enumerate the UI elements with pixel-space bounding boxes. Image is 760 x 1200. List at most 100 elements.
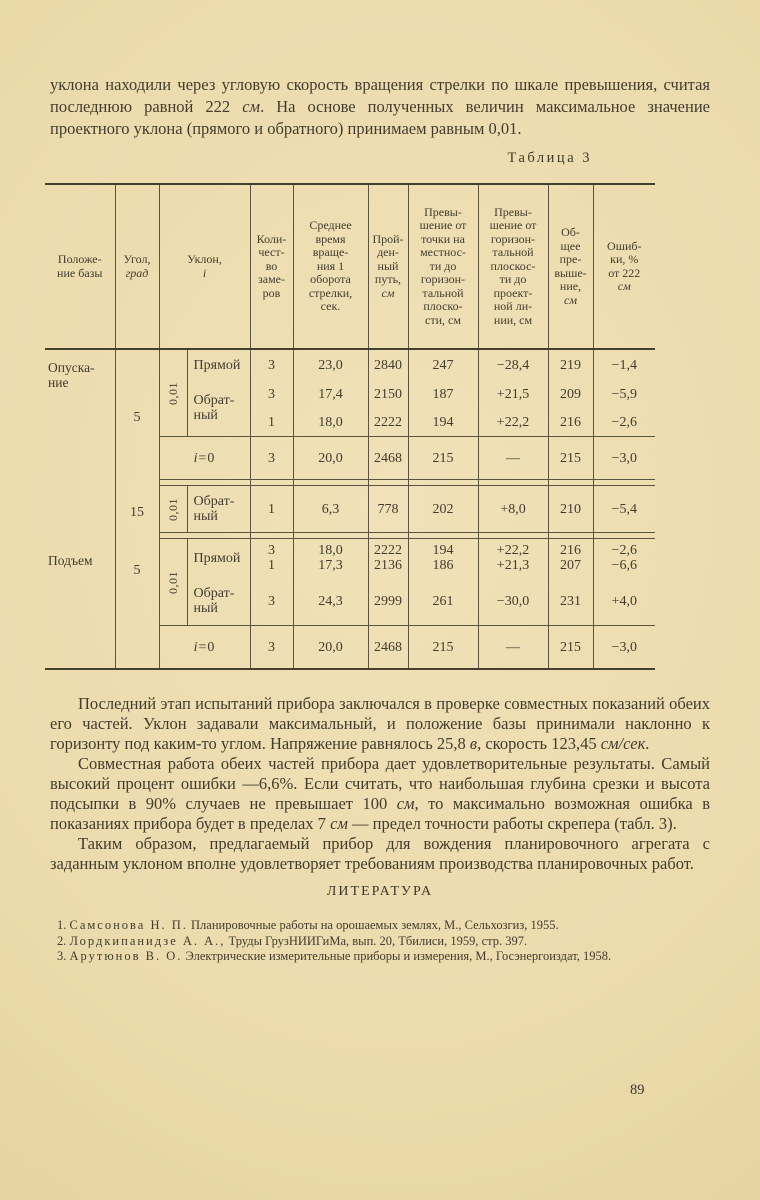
cell-rise-local: 187: [407, 380, 478, 408]
header-unit: см: [564, 292, 577, 307]
reference-author: Арутюнов В. О.: [69, 949, 183, 963]
table-row-raising-reverse: Обрат- ный 3 24,3 2999 261 −30,0 231 +4,…: [45, 577, 655, 626]
col-header-angle: Угол, град: [114, 184, 159, 350]
separator-cell: [592, 532, 655, 539]
cell-incline-rotated: 0,01: [158, 538, 187, 626]
cell-rise-proj: —: [477, 436, 548, 480]
reference-number: 3.: [57, 949, 67, 963]
table-row-raising-izero: i=0 3 20,0 2468 215 — 215 −3,0: [45, 625, 655, 669]
paragraph-joint-work: Совместная работа обеих частей прибора д…: [50, 754, 710, 834]
izero-i: i: [193, 639, 199, 655]
page-number: 89: [630, 1082, 645, 1098]
separator-cell: [547, 479, 593, 486]
cell-count: 3: [249, 577, 293, 626]
cell-direction: Обрат- ный: [186, 577, 250, 626]
unit-cm-sec: см/сек: [600, 734, 646, 753]
cell-count: 3: [249, 349, 293, 380]
paragraph-text: Совместная работа обеих частей прибора д…: [50, 754, 710, 813]
cell-time: 23,0: [292, 349, 368, 380]
header-label: Об- щее пре- выше- ние,: [554, 225, 587, 293]
separator-cell: [158, 532, 250, 539]
cell-total: 219: [547, 349, 593, 380]
separator-cell: [407, 479, 478, 486]
reference-number: 1.: [57, 918, 67, 932]
separator-cell: [292, 532, 368, 539]
table-row-angle15-reverse: 15 0,01 Обрат- ный 1 6,3 778 202 +8,0 21…: [45, 485, 655, 539]
intro-unit-cm: см: [242, 97, 261, 116]
reference-text: Электрические измерительные приборы и из…: [185, 949, 612, 963]
header-label: Превы- шение от горизон- тальной плоскос…: [489, 204, 537, 327]
unit-volt: в: [469, 734, 478, 753]
col-header-avg-rotation-time: Среднее время враще- ния 1 оборота стрел…: [292, 184, 368, 350]
group-separator: [45, 532, 655, 539]
cell-incline-zero: i=0: [158, 625, 250, 669]
cell-incline-rotated: 0,01: [158, 349, 187, 437]
cell-count: 3: [249, 625, 293, 669]
cell-path: 2468: [367, 625, 408, 669]
table-row-lowering-reverse-1: Обрат- ный 3 17,4 2150 187 +21,5 209 −5,…: [45, 380, 655, 437]
col-header-rise-to-project: Превы- шение от горизон- тальной плоскос…: [477, 184, 548, 350]
header-label: Прой- ден- ный путь,: [372, 231, 404, 287]
paragraph-text: , скорость 123,45: [477, 734, 601, 753]
cell-direction: Обрат- ный: [186, 380, 250, 437]
cell-incline-rotated: 0,01: [158, 485, 187, 533]
header-unit: i: [202, 265, 207, 280]
col-header-base-position: Положе- ние базы: [45, 184, 115, 350]
col-header-error: Ошиб- ки, % от 222 см: [592, 184, 655, 350]
cell-rise-proj: +22,2: [477, 408, 548, 437]
izero-eq: =0: [198, 639, 216, 655]
separator-cell: [292, 479, 368, 486]
cell-rise-proj: —: [477, 625, 548, 669]
cell-count: 3: [249, 436, 293, 480]
header-label: Угол,: [123, 252, 151, 266]
cell-rise-proj: +22,2 +21,3: [477, 538, 548, 577]
table-row-lowering-reverse-2: 1 18,0 2222 194 +22,2 216 −2,6: [45, 408, 655, 437]
cell-error: −3,0: [592, 436, 655, 480]
cell-total: 215: [547, 625, 593, 669]
cell-angle-5: 5: [114, 349, 159, 486]
cell-direction: Прямой: [186, 349, 250, 380]
cell-direction: Прямой: [186, 538, 250, 577]
col-header-measure-count: Коли- чест- во заме- ров: [249, 184, 293, 350]
results-table: Положе- ние базы Угол, град Уклон, i Коли-…: [45, 183, 655, 670]
paragraph-final-test: Последний этап испытаний прибора заключа…: [50, 694, 710, 754]
cell-count: 3: [249, 380, 293, 408]
reference-text: Труды ГрузНИИГиМа, вып. 20, Тбилиси, 195…: [228, 933, 528, 948]
intro-paragraph: уклона находили через угловую скорость в…: [50, 74, 710, 140]
cell-path: 2222 2136: [367, 538, 408, 577]
table-caption: Таблица 3: [507, 150, 592, 166]
reference-author: Лордкипанидзе А. А.,: [69, 933, 226, 948]
cell-rise-proj: −28,4: [477, 349, 548, 380]
cell-total: 231: [547, 577, 593, 626]
separator-cell: [367, 532, 408, 539]
col-header-total-rise: Об- щее пре- выше- ние, см: [547, 184, 593, 350]
cell-time: 6,3: [292, 485, 368, 533]
cell-error: −5,9: [592, 380, 655, 408]
reference-item: 2. Лордкипанидзе А. А., Труды ГрузНИИГиМ…: [50, 934, 710, 950]
reference-list: 1. Самсонова Н. П. Планировочные работы …: [50, 918, 710, 965]
separator-cell: [547, 532, 593, 539]
incline-value: 0,01: [165, 497, 180, 521]
cell-time: 24,3: [292, 577, 368, 626]
separator-cell: [407, 532, 478, 539]
cell-rise-proj: −30,0: [477, 577, 548, 626]
cell-rise-proj: +21,5: [477, 380, 548, 408]
paragraph-text: , то максимально возможная ошибка в пока…: [50, 794, 710, 833]
reference-author: Самсонова Н. П.: [69, 918, 188, 932]
intro-text: уклона находили через угловую скорость в…: [50, 75, 710, 116]
header-label: Среднее время враще- ния 1 оборота стрел…: [308, 218, 353, 314]
separator-cell: [158, 479, 250, 486]
col-header-incline: Уклон, i: [158, 184, 250, 350]
cell-total: 216 207: [547, 538, 593, 577]
separator-cell: [249, 532, 293, 539]
cell-path: 2468: [367, 436, 408, 480]
cell-error: −1,4: [592, 349, 655, 380]
unit-cm: см: [330, 814, 348, 833]
header-label: Уклон,: [187, 252, 222, 266]
cell-time: 18,0 17,3: [292, 538, 368, 577]
separator-cell: [367, 479, 408, 486]
reference-item: 1. Самсонова Н. П. Планировочные работы …: [50, 918, 710, 934]
cell-error: −2,6 −6,6: [592, 538, 655, 577]
cell-rise-local: 202: [407, 485, 478, 533]
